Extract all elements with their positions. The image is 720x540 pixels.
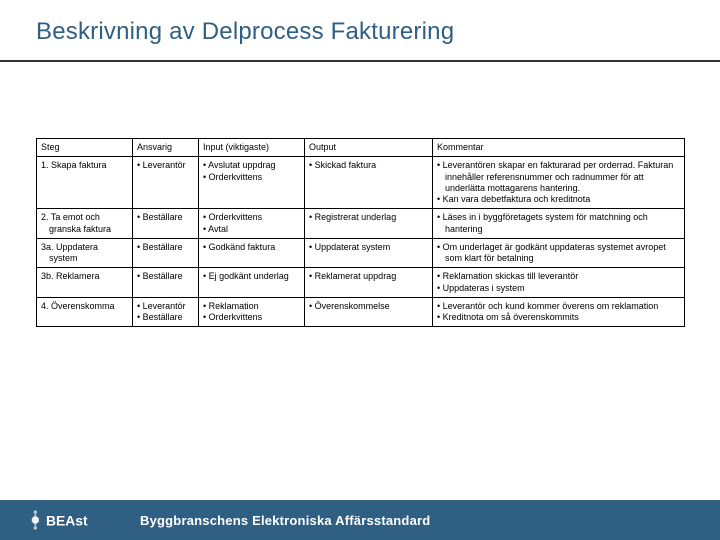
- cell-line: • Överenskommelse: [309, 301, 428, 312]
- footer-logo: BEAst: [30, 508, 126, 532]
- cell-input: • Avslutat uppdrag• Orderkvittens: [199, 157, 305, 209]
- cell-line: • Uppdaterat system: [309, 242, 428, 253]
- cell-ansv: • Beställare: [133, 209, 199, 239]
- cell-komm: • Leverantör och kund kommer överens om …: [433, 297, 685, 327]
- cell-line: • Beställare: [137, 212, 194, 223]
- cell-line: 1. Skapa faktura: [41, 160, 128, 171]
- cell-komm: • Läses in i byggföretagets system för m…: [433, 209, 685, 239]
- cell-ansv: • Leverantör• Beställare: [133, 297, 199, 327]
- cell-line: 3b. Reklamera: [41, 271, 128, 282]
- cell-line: • Skickad faktura: [309, 160, 428, 171]
- cell-output: • Uppdaterat system: [305, 238, 433, 268]
- cell-ansv: • Beställare: [133, 238, 199, 268]
- cell-line: • Avtal: [203, 224, 300, 235]
- cell-line: • Uppdateras i system: [437, 283, 680, 294]
- cell-steg: 2. Ta emot och granska faktura: [37, 209, 133, 239]
- title-underline: [0, 60, 720, 62]
- page-title: Beskrivning av Delprocess Fakturering: [36, 18, 454, 46]
- cell-line: • Beställare: [137, 312, 194, 323]
- beast-logo-icon: BEAst: [30, 508, 126, 532]
- cell-line: • Beställare: [137, 271, 194, 282]
- cell-line: • Ej godkänt underlag: [203, 271, 300, 282]
- col-header-output: Output: [305, 139, 433, 157]
- process-table-wrap: Steg Ansvarig Input (viktigaste) Output …: [36, 138, 684, 327]
- col-header-ansv: Ansvarig: [133, 139, 199, 157]
- cell-steg: 3a. Uppdatera system: [37, 238, 133, 268]
- cell-input: • Orderkvittens• Avtal: [199, 209, 305, 239]
- cell-line: • Kreditnota om så överenskommits: [437, 312, 680, 323]
- cell-komm: • Reklamation skickas till leverantör• U…: [433, 268, 685, 298]
- cell-ansv: • Beställare: [133, 268, 199, 298]
- cell-line: • Läses in i byggföretagets system för m…: [437, 212, 680, 235]
- cell-output: • Registrerat underlag: [305, 209, 433, 239]
- footer-tagline: Byggbranschens Elektroniska Affärsstanda…: [140, 513, 430, 528]
- cell-output: • Skickad faktura: [305, 157, 433, 209]
- table-header-row: Steg Ansvarig Input (viktigaste) Output …: [37, 139, 685, 157]
- cell-line: • Leverantör: [137, 301, 194, 312]
- cell-line: • Reklamerat uppdrag: [309, 271, 428, 282]
- cell-line: 3a. Uppdatera system: [41, 242, 128, 265]
- cell-komm: • Om underlaget är godkänt uppdateras sy…: [433, 238, 685, 268]
- cell-output: • Överenskommelse: [305, 297, 433, 327]
- table-row: 4. Överenskomma• Leverantör• Beställare•…: [37, 297, 685, 327]
- cell-steg: 1. Skapa faktura: [37, 157, 133, 209]
- table-row: 2. Ta emot och granska faktura • Beställa…: [37, 209, 685, 239]
- table-row: 3b. Reklamera • Beställare • Ej godkänt un…: [37, 268, 685, 298]
- cell-line: • Avslutat uppdrag: [203, 160, 300, 171]
- cell-line: • Leverantören skapar en fakturarad per …: [437, 160, 680, 194]
- cell-line: • Orderkvittens: [203, 212, 300, 223]
- slide: Beskrivning av Delprocess Fakturering St…: [0, 0, 720, 540]
- svg-text:BEAst: BEAst: [46, 512, 88, 528]
- col-header-input: Input (viktigaste): [199, 139, 305, 157]
- cell-line: • Leverantör och kund kommer överens om …: [437, 301, 680, 312]
- cell-line: 2. Ta emot och granska faktura: [41, 212, 128, 235]
- cell-line: • Leverantör: [137, 160, 194, 171]
- cell-input: • Ej godkänt underlag: [199, 268, 305, 298]
- cell-input: • Godkänd faktura: [199, 238, 305, 268]
- table-row: 3a. Uppdatera system • Beställare • Godkän…: [37, 238, 685, 268]
- cell-input: • Reklamation• Orderkvittens: [199, 297, 305, 327]
- cell-line: • Reklamation skickas till leverantör: [437, 271, 680, 282]
- cell-steg: 4. Överenskomma: [37, 297, 133, 327]
- cell-line: • Godkänd faktura: [203, 242, 300, 253]
- col-header-steg: Steg: [37, 139, 133, 157]
- cell-line: • Kan vara debetfaktura och kreditnota: [437, 194, 680, 205]
- cell-ansv: • Leverantör: [133, 157, 199, 209]
- footer-bar: BEAst Byggbranschens Elektroniska Affärs…: [0, 500, 720, 540]
- cell-line: • Om underlaget är godkänt uppdateras sy…: [437, 242, 680, 265]
- process-table: Steg Ansvarig Input (viktigaste) Output …: [36, 138, 685, 327]
- cell-komm: • Leverantören skapar en fakturarad per …: [433, 157, 685, 209]
- cell-line: • Beställare: [137, 242, 194, 253]
- cell-line: • Orderkvittens: [203, 172, 300, 183]
- cell-line: • Registrerat underlag: [309, 212, 428, 223]
- cell-line: 4. Överenskomma: [41, 301, 128, 312]
- cell-steg: 3b. Reklamera: [37, 268, 133, 298]
- table-row: 1. Skapa faktura • Leverantör • Avslutat u…: [37, 157, 685, 209]
- cell-line: • Reklamation: [203, 301, 300, 312]
- cell-output: • Reklamerat uppdrag: [305, 268, 433, 298]
- cell-line: • Orderkvittens: [203, 312, 300, 323]
- col-header-komm: Kommentar: [433, 139, 685, 157]
